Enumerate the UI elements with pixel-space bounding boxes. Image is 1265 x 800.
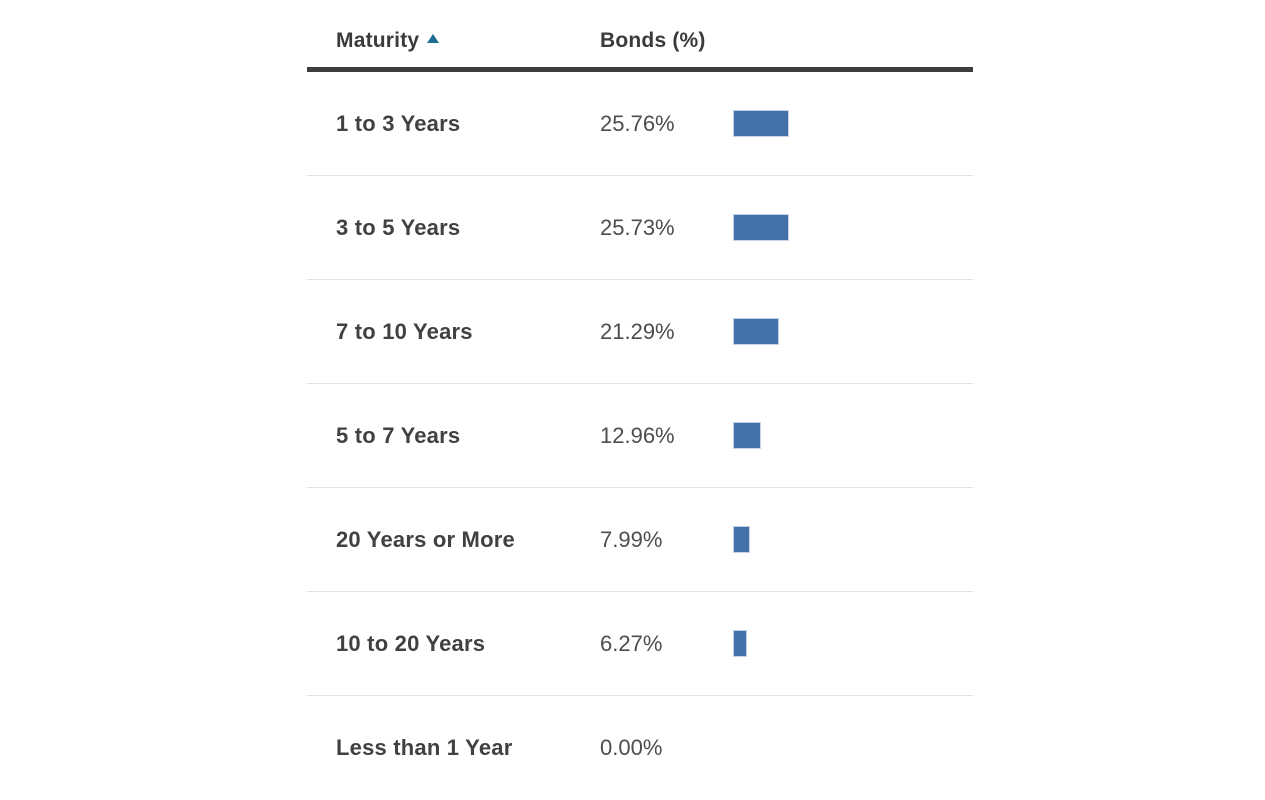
table-row: Less than 1 Year 0.00%	[307, 696, 973, 800]
maturity-cell: 20 Years or More	[336, 526, 515, 552]
bonds-bar-cell	[733, 318, 965, 345]
bonds-bar	[733, 422, 762, 449]
maturity-breakdown-table: Maturity Bonds (%) 1 to 3 Years 25.76% 3…	[307, 0, 973, 800]
column-header-bonds[interactable]: Bonds (%)	[600, 29, 733, 53]
column-header-maturity[interactable]: Maturity	[336, 29, 600, 53]
maturity-cell: 7 to 10 Years	[336, 318, 473, 344]
maturity-header-label: Maturity	[336, 28, 420, 52]
bonds-bar-cell	[733, 630, 965, 657]
bonds-bar	[733, 526, 751, 553]
bonds-percent-cell: 25.76%	[600, 110, 675, 136]
table-row: 3 to 5 Years 25.73%	[307, 176, 973, 280]
bonds-percent-cell: 0.00%	[600, 735, 663, 760]
table-row: 5 to 7 Years 12.96%	[307, 384, 973, 488]
bonds-percent-cell: 21.29%	[600, 318, 675, 344]
maturity-cell: 5 to 7 Years	[336, 422, 461, 448]
bonds-bar	[733, 318, 780, 345]
bonds-bar	[733, 110, 789, 137]
maturity-cell: 1 to 3 Years	[336, 110, 461, 136]
bonds-bar-cell	[733, 422, 965, 449]
bonds-bar	[733, 630, 747, 657]
bonds-bar-cell	[733, 110, 965, 137]
table-header-row: Maturity Bonds (%)	[307, 0, 973, 72]
bonds-percent-cell: 6.27%	[600, 630, 663, 656]
bonds-percent-cell: 25.73%	[600, 214, 675, 240]
maturity-cell: Less than 1 Year	[336, 735, 513, 760]
bonds-percent-cell: 7.99%	[600, 526, 663, 552]
bonds-percent-cell: 12.96%	[600, 422, 675, 448]
maturity-cell: 10 to 20 Years	[336, 630, 486, 656]
table-row: 20 Years or More 7.99%	[307, 488, 973, 592]
table-body: 1 to 3 Years 25.76% 3 to 5 Years 25.73% …	[307, 72, 973, 800]
table-row: 1 to 3 Years 25.76%	[307, 72, 973, 176]
bonds-bar-cell	[733, 526, 965, 553]
table-row: 10 to 20 Years 6.27%	[307, 592, 973, 696]
bonds-header-label: Bonds (%)	[600, 28, 706, 52]
bonds-bar-cell	[733, 214, 965, 241]
sort-ascending-icon	[427, 34, 440, 43]
table-row: 7 to 10 Years 21.29%	[307, 280, 973, 384]
bonds-bar	[733, 214, 789, 241]
maturity-cell: 3 to 5 Years	[336, 214, 461, 240]
